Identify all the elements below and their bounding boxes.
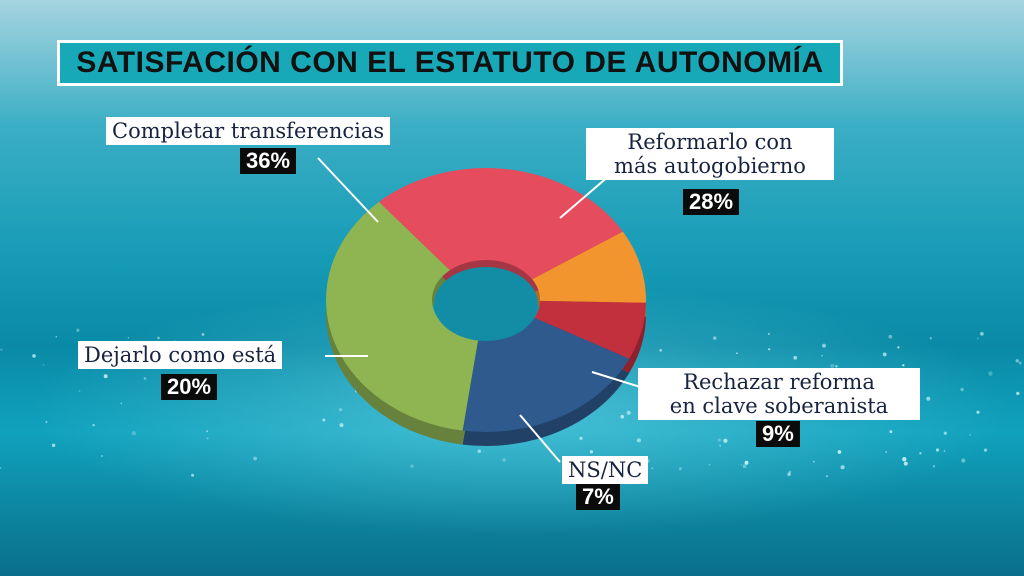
slice	[325, 201, 479, 431]
donut-hole	[434, 267, 538, 341]
slice-label-reformarlo: Reformarlo con más autogobierno	[586, 128, 834, 180]
chart-title-box: SATISFACIÓN CON EL ESTATUTO DE AUTONOMÍA	[57, 40, 843, 86]
slice	[532, 231, 646, 303]
slice-label-line: Rechazar reforma	[683, 370, 875, 394]
chart-title: SATISFACIÓN CON EL ESTATUTO DE AUTONOMÍA	[76, 46, 824, 79]
slice-label-nsnc: NS/NC	[562, 456, 649, 484]
slice	[534, 300, 646, 359]
slice	[378, 168, 623, 280]
slice-label-line: en clave soberanista	[669, 394, 889, 418]
slice-value-completar: 36%	[240, 148, 297, 174]
slice-value-reformarlo: 28%	[683, 189, 740, 215]
leader-line	[317, 157, 379, 223]
slice-label-line: Reformarlo con	[627, 130, 793, 154]
slice	[462, 317, 630, 432]
slice-label-line: más autogobierno	[614, 154, 806, 178]
slice-label-completar: Completar transferencias	[106, 117, 391, 145]
slice-value-nsnc: 7%	[576, 484, 620, 510]
slice-value-rechazar: 9%	[756, 421, 800, 447]
slice-label-rechazar: Rechazar reforma en clave soberanista	[638, 368, 920, 420]
leader-line	[519, 414, 561, 463]
slice-value-dejarlo: 20%	[161, 374, 218, 400]
leader-line	[559, 174, 611, 219]
slice-label-dejarlo: Dejarlo como está	[78, 341, 283, 369]
